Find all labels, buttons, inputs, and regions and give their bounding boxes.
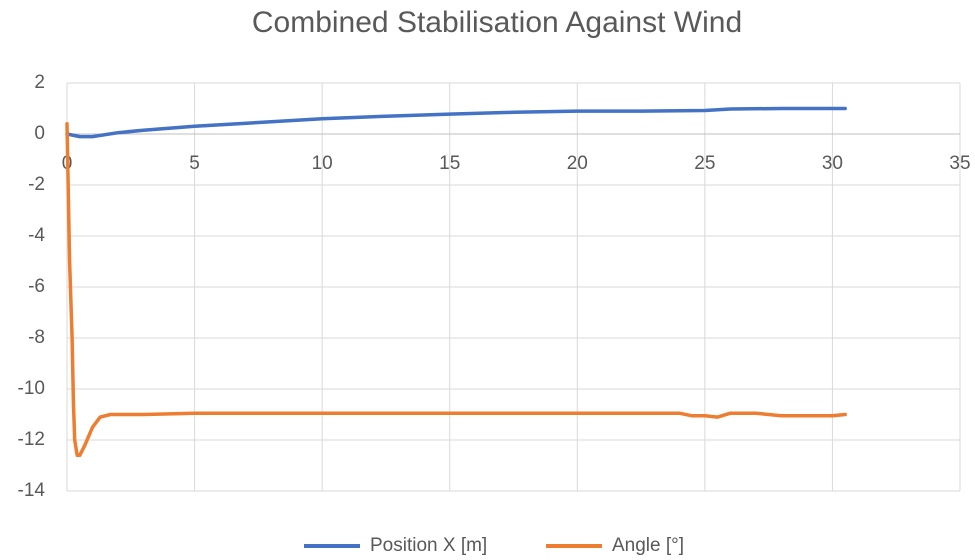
x-tick-label: 10 [312, 153, 333, 174]
x-tick-label: 30 [822, 153, 843, 174]
y-tick-label: -8 [28, 327, 45, 348]
y-tick-label: -4 [28, 225, 45, 246]
x-tick-label: 35 [949, 153, 970, 174]
series-line [65, 122, 847, 458]
y-tick-label: -12 [18, 429, 45, 450]
chart-title: Combined Stabilisation Against Wind [252, 6, 742, 39]
x-tick-label: 20 [567, 153, 588, 174]
y-tick-label: 2 [34, 72, 45, 93]
x-tick-label: 25 [694, 153, 715, 174]
y-tick-label: -10 [18, 378, 45, 399]
legend-label: Position X [m] [370, 535, 487, 556]
y-tick-label: -6 [28, 276, 45, 297]
x-tick-label: 15 [439, 153, 460, 174]
series-line [65, 106, 847, 139]
x-tick-label: 5 [189, 153, 200, 174]
legend-label: Angle [°] [612, 535, 684, 556]
y-tick-label: -14 [18, 480, 46, 501]
y-tick-label: 0 [34, 123, 45, 144]
y-tick-label: -2 [28, 174, 45, 195]
